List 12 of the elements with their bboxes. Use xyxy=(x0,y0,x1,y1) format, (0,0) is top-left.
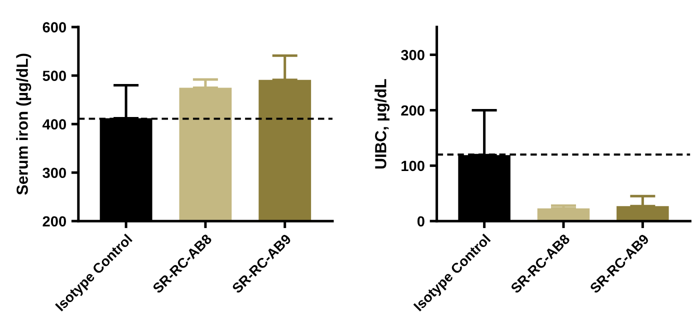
y-tick-label: 200 xyxy=(401,105,424,116)
y-axis-title: Serum iron (µg/dL) xyxy=(16,54,32,195)
y-tick-label: 500 xyxy=(42,70,66,81)
bar xyxy=(537,208,590,222)
y-tick-label: 300 xyxy=(42,168,66,178)
y-axis-title: UIBC, µg/dL xyxy=(374,79,390,169)
y-tick-label: 300 xyxy=(401,50,424,60)
y-tick-label: 600 xyxy=(42,22,66,32)
y-tick-label: 100 xyxy=(402,160,424,172)
y-tick-label: 400 xyxy=(42,119,66,130)
y-tick-label: 0 xyxy=(417,216,424,227)
y-tick-label: 200 xyxy=(42,216,66,227)
